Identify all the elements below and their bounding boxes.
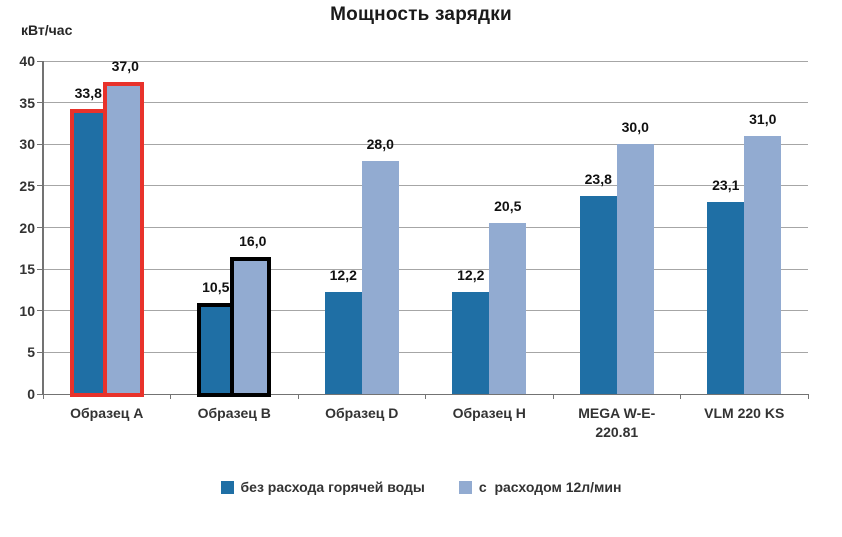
bar-series2-group5	[616, 144, 654, 394]
y-tick-label-10: 10	[19, 302, 35, 319]
y-tick-15	[37, 268, 43, 270]
bar-value-label-series1-group3: 12,2	[329, 267, 357, 284]
x-tick-2	[297, 394, 299, 399]
x-tick-3	[425, 394, 426, 399]
y-tick-20	[37, 227, 43, 228]
x-tick-0	[42, 394, 44, 399]
category-label-3: Образец D	[325, 405, 399, 421]
legend-marker-series2	[458, 480, 472, 494]
legend-marker-series1	[220, 480, 234, 494]
legend-item-series1: без расхода горячей воды	[220, 479, 425, 495]
x-tick-1	[170, 394, 171, 399]
gridline-25	[43, 185, 808, 187]
bar-value-label-series1-group2: 10,5	[202, 278, 230, 295]
chart-title: Мощность зарядки	[330, 4, 512, 25]
legend-item-series2: с расходом 12л/мин	[458, 479, 622, 495]
bar-value-label-series2-group1: 37,0	[111, 57, 139, 74]
bar-value-label-series2-group4: 20,5	[494, 198, 522, 215]
bar-value-label-series1-group5: 23,8	[584, 170, 612, 187]
y-tick-5	[37, 351, 43, 353]
bar-value-label-series1-group1: 33,8	[74, 84, 102, 101]
bar-series1-group2	[197, 302, 235, 397]
y-tick-10	[37, 310, 43, 312]
y-tick-label-20: 20	[19, 219, 35, 236]
bar-value-label-series2-group3: 28,0	[366, 135, 394, 152]
gridline-35	[43, 102, 808, 104]
y-tick-30	[37, 143, 43, 145]
category-label-6: VLM 220 KS	[704, 405, 785, 421]
y-tick-35	[37, 102, 43, 104]
bar-value-label-series2-group2: 16,0	[239, 232, 267, 249]
bar-series2-group1	[102, 81, 144, 397]
x-tick-6	[807, 394, 809, 399]
y-tick-label-40: 40	[19, 53, 35, 69]
bar-series2-group2	[230, 256, 272, 397]
gridline-30	[43, 143, 808, 145]
legend: без расхода горячей воды с расходом 12л/м…	[0, 479, 842, 495]
x-tick-4	[552, 394, 554, 399]
category-label-5: MEGA W-E- 220.81	[578, 405, 656, 440]
bar-series2-group4	[489, 223, 527, 394]
bar-series2-group3	[361, 160, 399, 394]
bar-value-label-series1-group4: 12,2	[457, 267, 485, 284]
y-tick-40	[37, 60, 43, 62]
y-tick-label-0: 0	[27, 386, 35, 402]
y-tick-label-25: 25	[19, 177, 35, 194]
x-tick-5	[680, 394, 681, 399]
gridline-15	[43, 268, 808, 270]
bar-series1-group1	[69, 108, 107, 397]
bar-value-label-series2-group6: 31,0	[749, 110, 777, 127]
bar-value-label-series2-group5: 30,0	[621, 119, 649, 136]
legend-label-series2: с расходом 12л/мин	[478, 479, 622, 495]
bar-series1-group3	[324, 292, 362, 394]
category-label-4: Образец H	[452, 405, 526, 421]
y-tick-label-5: 5	[27, 344, 35, 361]
y-tick-25	[37, 185, 43, 187]
gridline-40	[43, 60, 808, 62]
bar-series1-group6	[707, 201, 745, 394]
y-tick-label-30: 30	[19, 136, 35, 153]
legend-label-series1: без расхода горячей воды	[240, 479, 425, 495]
gridline-5	[43, 351, 808, 353]
y-tick-label-35: 35	[19, 94, 35, 111]
category-label-1: Образец A	[70, 405, 144, 421]
bar-series1-group5	[579, 195, 617, 394]
y-tick-0	[37, 393, 43, 395]
gridline-20	[43, 227, 808, 228]
category-label-2: Образец B	[197, 405, 271, 421]
bar-series1-group4	[452, 292, 490, 394]
y-tick-label-15: 15	[19, 261, 35, 278]
gridline-10	[43, 310, 808, 312]
bar-value-label-series1-group6: 23,1	[712, 176, 740, 193]
bar-series2-group6	[744, 135, 782, 394]
y-axis-unit-label: кВт/час	[21, 22, 73, 38]
